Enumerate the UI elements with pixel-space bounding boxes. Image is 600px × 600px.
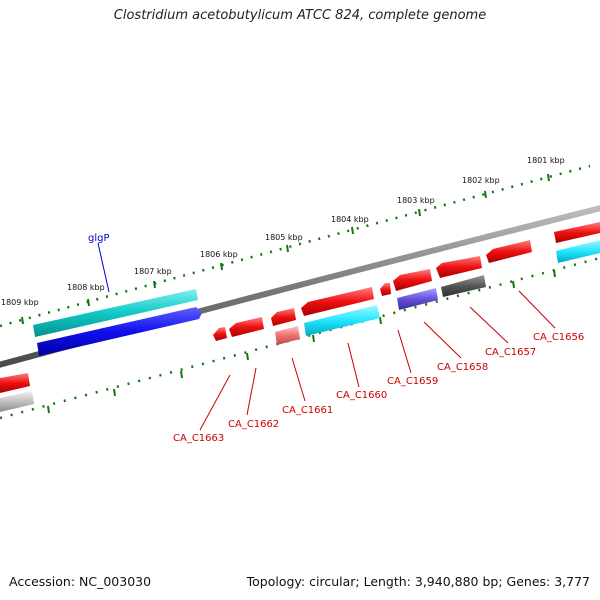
gene-block-CA_C1659-purple (397, 288, 438, 310)
inner-tick-5 (246, 352, 249, 361)
gene-label-glgP: glgP (88, 233, 110, 244)
scale-label-1802: 1802 kbp (462, 176, 500, 185)
scale-tick-1806 (220, 262, 223, 271)
gene-label-CA_C1656: CA_C1656 (533, 332, 584, 343)
gene-block-CA_C1659 (393, 269, 432, 291)
leader-CA_C1662 (246, 367, 257, 416)
leader-CA_C1661 (291, 357, 306, 402)
outer-scale (0, 164, 591, 328)
scale-label-1803: 1803 kbp (397, 196, 435, 205)
gene-block-glgP (37, 307, 202, 356)
gene-block-CA_C1661-pink (275, 326, 300, 345)
gene-label-CA_C1659: CA_C1659 (387, 376, 438, 387)
leader-CA_C1659 (397, 329, 412, 374)
scale-tick-1803 (418, 208, 421, 217)
gene-label-CA_C1663: CA_C1663 (173, 433, 224, 444)
map-title: Clostridium acetobutylicum ATCC 824, com… (113, 8, 487, 23)
label-leaders (97, 242, 556, 431)
scale-label-1804: 1804 kbp (331, 215, 369, 224)
inner-tick-3 (379, 316, 382, 325)
gene-block-CA_C1656-blue (556, 240, 600, 263)
gene-block-left-red (0, 373, 30, 393)
inner-tick-2 (512, 280, 515, 289)
scale-label-1805: 1805 kbp (265, 233, 303, 242)
scale-tick-1801 (547, 173, 550, 182)
leader-CA_C1660 (347, 342, 360, 388)
scale-label-1801: 1801 kbp (527, 156, 565, 165)
gene-block-small-1659b (380, 283, 391, 296)
gene-block-CA_C1660 (301, 287, 374, 316)
leader-glgP (97, 242, 110, 293)
scale-label-1806: 1806 kbp (200, 250, 238, 259)
inner-tick-6 (180, 370, 183, 379)
leader-CA_C1658 (423, 321, 462, 359)
gene-block-CA_C1662 (229, 317, 264, 337)
gene-block-CA_C1658 (436, 256, 482, 278)
leader-CA_C1663 (199, 374, 231, 431)
gene-block-upstream-teal (33, 289, 198, 337)
scale-labels: 1801 kbp 1802 kbp 1803 kbp 1804 kbp 1805… (1, 156, 565, 307)
inner-scale (0, 256, 600, 420)
inner-tick-7 (113, 388, 116, 397)
scale-tick-1802 (484, 190, 487, 199)
leader-CA_C1656 (518, 290, 556, 329)
gene-label-CA_C1662: CA_C1662 (228, 419, 279, 430)
gene-label-CA_C1660: CA_C1660 (336, 390, 387, 401)
scale-tick-1807 (153, 280, 156, 289)
gene-block-CA_C1660-cyan (304, 305, 380, 336)
scale-tick-1805 (286, 244, 289, 253)
scale-tick-1809 (21, 316, 24, 325)
scale-label-1807: 1807 kbp (134, 267, 172, 276)
inner-tick-4 (312, 334, 315, 343)
gene-block-left-gray (0, 391, 34, 412)
gene-block-CA_C1658-gray (441, 275, 486, 297)
scale-label-1808: 1808 kbp (67, 283, 105, 292)
gene-labels: glgP CA_C1656 CA_C1657 CA_C1658 CA_C1659… (88, 233, 584, 444)
leader-CA_C1657 (469, 306, 509, 344)
inner-tick-8 (47, 405, 50, 414)
scale-tick-1804 (351, 226, 354, 235)
topology-text: Topology: circular; Length: 3,940,880 bp… (246, 574, 590, 589)
gene-block-CA_C1656-red (554, 222, 600, 243)
inner-tick-1 (553, 269, 556, 278)
accession-text: Accession: NC_003030 (9, 574, 152, 589)
gene-label-CA_C1661: CA_C1661 (282, 405, 333, 416)
scale-label-1809: 1809 kbp (1, 298, 39, 307)
scale-tick-1808 (87, 298, 90, 307)
reverse-strand-features (0, 240, 532, 412)
gene-label-CA_C1657: CA_C1657 (485, 347, 536, 358)
forward-strand-features (33, 222, 600, 356)
gene-block-CA_C1663 (213, 327, 227, 341)
gene-label-CA_C1658: CA_C1658 (437, 362, 488, 373)
gene-block-CA_C1657 (486, 240, 532, 263)
gene-block-CA_C1661 (271, 308, 296, 326)
